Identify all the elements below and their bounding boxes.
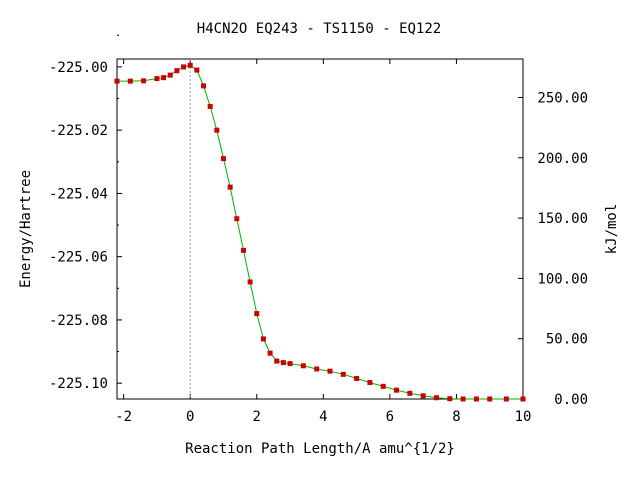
data-point xyxy=(354,375,360,381)
y2-tick-label: 250.00 xyxy=(537,90,588,106)
chart-title: H4CN2O EQ243 - TS1150 - EQ122 xyxy=(197,21,441,37)
energy-series xyxy=(114,62,526,402)
x-tick-label: 2 xyxy=(253,409,261,425)
data-point xyxy=(460,396,466,402)
data-point xyxy=(194,67,200,73)
data-point xyxy=(420,393,426,399)
x-axis-label: Reaction Path Length/A amu^{1/2} xyxy=(185,441,455,457)
y-tick-label: -225.00 xyxy=(49,60,108,76)
data-point xyxy=(487,396,493,402)
data-point xyxy=(447,396,453,402)
x-tick-label: 0 xyxy=(186,409,194,425)
data-point xyxy=(127,78,133,84)
y-tick-label: -225.06 xyxy=(49,250,108,266)
y-tick-label: -225.02 xyxy=(49,123,108,139)
data-point xyxy=(407,390,413,396)
y-tick-label: -225.08 xyxy=(49,313,108,329)
y2-tick-label: 100.00 xyxy=(537,271,588,287)
y2-tick-label: 200.00 xyxy=(537,151,588,167)
data-point xyxy=(503,396,509,402)
data-point xyxy=(300,363,306,369)
data-point xyxy=(267,350,273,356)
data-point xyxy=(394,387,400,393)
data-point xyxy=(141,78,147,84)
data-point xyxy=(201,83,207,89)
y2-axis-label: kJ/mol xyxy=(604,204,620,255)
data-point xyxy=(220,156,226,162)
data-point xyxy=(433,395,439,401)
data-point xyxy=(234,216,240,222)
data-point xyxy=(187,62,193,68)
data-point xyxy=(254,311,260,317)
y-axis-left: -225.10 -225.08 -225.06 -225.04 -225.02 -225.… xyxy=(49,34,122,392)
data-point xyxy=(520,396,526,402)
data-point xyxy=(214,127,220,133)
data-point xyxy=(207,103,213,109)
data-point xyxy=(380,383,386,389)
y-tick-label: -225.04 xyxy=(49,186,108,202)
x-tick-label: 8 xyxy=(452,409,460,425)
data-point xyxy=(340,371,346,377)
x-tick-label: 10 xyxy=(515,409,532,425)
data-point xyxy=(473,396,479,402)
y2-tick-label: 0.00 xyxy=(554,392,588,408)
data-point xyxy=(247,279,253,285)
y-axis-label: Energy/Hartree xyxy=(18,170,34,288)
plot-frame xyxy=(116,58,524,400)
data-point xyxy=(327,368,333,374)
series-line xyxy=(117,64,523,400)
data-point xyxy=(260,336,266,342)
data-point xyxy=(240,247,246,253)
data-point xyxy=(227,184,233,190)
data-point xyxy=(367,380,373,386)
data-point xyxy=(161,75,167,81)
x-tick-label: -2 xyxy=(115,409,132,425)
y2-tick-label: 50.00 xyxy=(546,332,588,348)
data-point xyxy=(114,78,120,84)
data-point xyxy=(181,64,187,70)
data-point xyxy=(174,68,180,74)
data-point xyxy=(154,76,160,82)
data-point xyxy=(314,366,320,372)
data-point xyxy=(167,72,173,78)
y2-tick-label: 150.00 xyxy=(537,211,588,227)
y-axis-right: 0.00 50.00 100.00 150.00 200.00 250.00 xyxy=(518,90,588,408)
data-point xyxy=(280,360,286,366)
data-point xyxy=(274,358,280,364)
x-tick-label: 6 xyxy=(386,409,394,425)
y-tick-label: -225.10 xyxy=(49,376,108,392)
data-point xyxy=(287,361,293,367)
x-tick-label: 4 xyxy=(319,409,327,425)
